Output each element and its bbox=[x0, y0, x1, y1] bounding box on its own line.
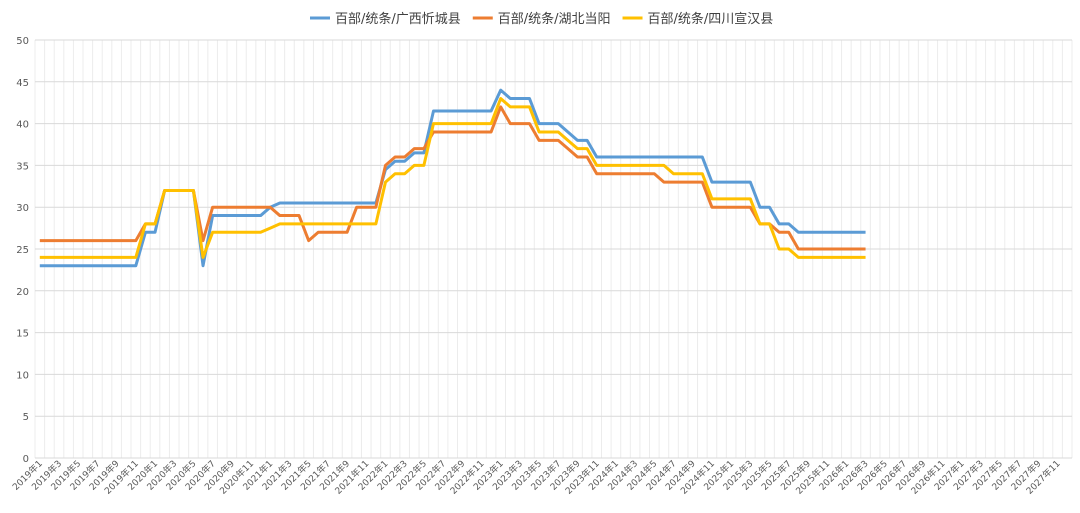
y-tick-label: 20 bbox=[16, 287, 29, 298]
y-tick-label: 30 bbox=[16, 203, 29, 214]
y-tick-label: 25 bbox=[16, 245, 29, 256]
y-tick-label: 15 bbox=[16, 329, 29, 340]
y-tick-label: 40 bbox=[16, 120, 29, 131]
y-tick-label: 10 bbox=[16, 370, 29, 381]
legend: 百部/统条/广西忻城县 百部/统条/湖北当阳 百部/统条/四川宣汉县 bbox=[310, 11, 773, 27]
y-tick-label: 0 bbox=[23, 454, 29, 465]
legend-label: 百部/统条/湖北当阳 bbox=[498, 11, 611, 27]
y-tick-label: 5 bbox=[23, 412, 29, 423]
series-line bbox=[39, 105, 866, 251]
legend-label: 百部/统条/广西忻城县 bbox=[335, 11, 461, 27]
y-tick-label: 35 bbox=[16, 161, 29, 172]
series-line bbox=[39, 88, 866, 268]
series-line bbox=[39, 97, 866, 259]
y-tick-label: 45 bbox=[16, 78, 29, 89]
legend-label: 百部/统条/四川宣汉县 bbox=[648, 11, 774, 27]
y-tick-label: 50 bbox=[16, 36, 29, 47]
